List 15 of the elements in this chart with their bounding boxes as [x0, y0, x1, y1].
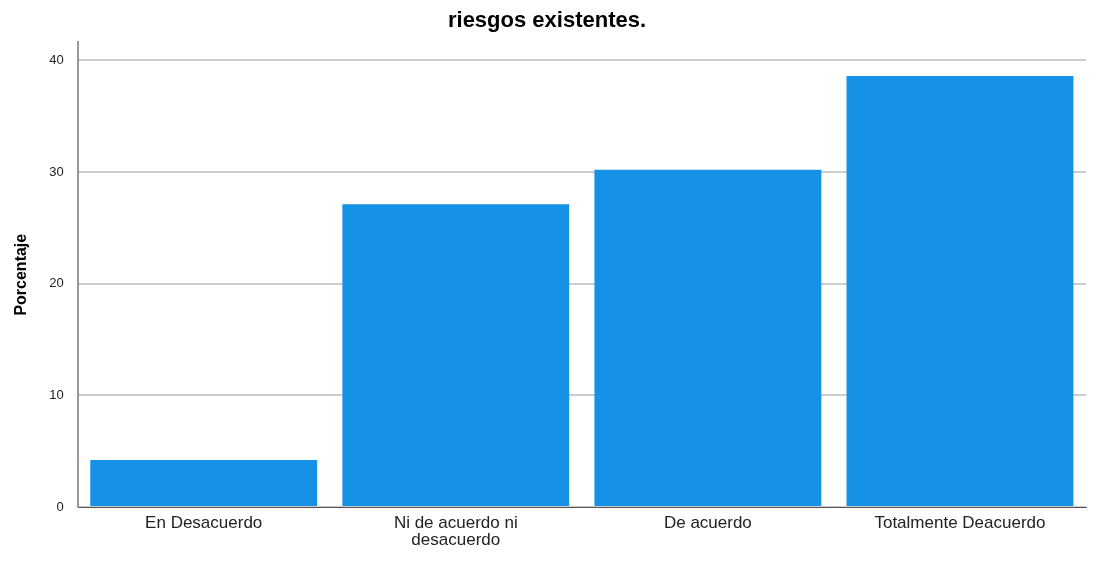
bar [594, 169, 822, 506]
y-tick-label: 0 [56, 498, 64, 514]
y-axis-title: Porcentaje [12, 233, 30, 316]
y-tick-label: 20 [49, 275, 64, 291]
x-tick-label: En Desacuerdo [145, 513, 263, 533]
bar [90, 460, 318, 506]
bar [342, 204, 570, 506]
y-tick-label: 10 [49, 386, 64, 402]
y-tick-label: 30 [49, 163, 64, 179]
y-tick-label: 40 [49, 51, 64, 67]
bar [846, 75, 1074, 506]
x-tick-label: De acuerdo [663, 513, 752, 533]
x-tick-label: Ni de acuerdo ni desacuerdo [393, 513, 518, 550]
x-tick-label: Totalmente Deacuerdo [874, 513, 1046, 533]
chart-title: riesgos existentes. [447, 7, 647, 33]
